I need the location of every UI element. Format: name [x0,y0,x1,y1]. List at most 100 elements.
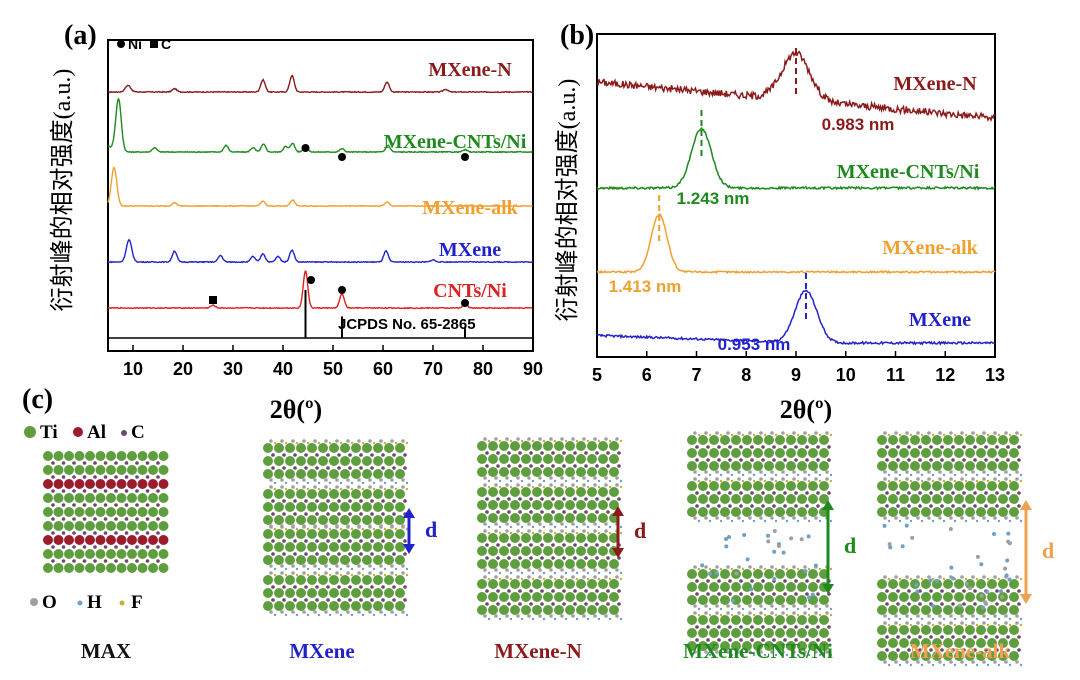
atom [998,494,1008,504]
intercalant-atom [1006,531,1011,536]
atom [998,579,1008,589]
atom [337,585,341,589]
atom [274,456,284,466]
atom [938,477,942,481]
atom [909,623,913,627]
atom [805,638,809,642]
atom [720,582,730,592]
atom [697,473,701,477]
atom [818,519,822,523]
intercalant-atom [724,544,729,549]
atom [296,515,306,525]
atom [318,588,328,598]
atom [64,507,74,517]
atom [384,515,394,525]
atom [608,525,612,529]
atom [505,483,509,487]
atom [997,577,1001,581]
atom [145,559,150,563]
atom [748,611,752,615]
atom [269,485,273,489]
atom [785,473,789,477]
a-series-label: MXene [439,239,501,261]
atom [598,533,608,543]
atom [741,607,745,611]
atom [728,504,732,508]
atom [379,610,383,614]
atom [564,617,568,621]
atom [114,503,118,507]
atom [774,519,778,523]
atom [781,611,785,615]
atom [984,458,988,462]
atom [943,435,953,445]
atom [549,476,553,480]
atom [282,499,286,503]
atom [687,582,697,592]
atom [953,617,957,621]
atom [280,439,284,443]
atom [617,451,621,455]
atom [565,592,575,602]
atom [401,478,405,482]
atom [381,512,385,516]
atom [532,605,542,615]
intercalant-atom [930,603,935,608]
atom [731,582,741,592]
atom [797,615,807,625]
atom [1017,602,1021,606]
atom [995,648,999,652]
atom [64,479,74,489]
atom [805,491,809,495]
atom [606,464,610,468]
atom [709,628,719,638]
atom [51,531,55,535]
atom [910,435,920,445]
atom [82,559,87,563]
atom [553,571,557,575]
atom [505,614,509,618]
atom [532,487,542,497]
atom [761,491,765,495]
atom [271,453,275,457]
atom [827,491,831,495]
atom [819,448,829,458]
atom [796,607,800,611]
atom [753,494,763,504]
atom [135,545,139,549]
atom [942,473,946,477]
atom [394,527,398,531]
atom [61,461,66,465]
atom [271,499,275,503]
atom [940,491,944,495]
atom [587,467,597,477]
atom [521,533,531,543]
atom [518,543,522,547]
atom [384,588,394,598]
atom [390,571,394,575]
atom [987,461,997,471]
atom [888,481,898,491]
atom [949,660,953,664]
atom [306,613,310,617]
atom [938,516,942,520]
atom [510,546,520,556]
atom [357,571,361,575]
atom [329,601,339,611]
atom [783,592,787,596]
panel-a-x-axis: 10 20 30 40 50 60 70 80 90 [123,345,543,379]
atom [753,641,763,651]
atom [127,535,137,545]
atom [708,607,712,611]
atom [943,638,953,648]
atom [543,605,553,615]
atom [998,651,1008,661]
atom [742,494,752,504]
atom [520,617,524,621]
atom [971,470,975,474]
atom [520,571,524,575]
atom [717,458,721,462]
atom [373,555,383,565]
atom [940,648,944,652]
atom [318,601,328,611]
